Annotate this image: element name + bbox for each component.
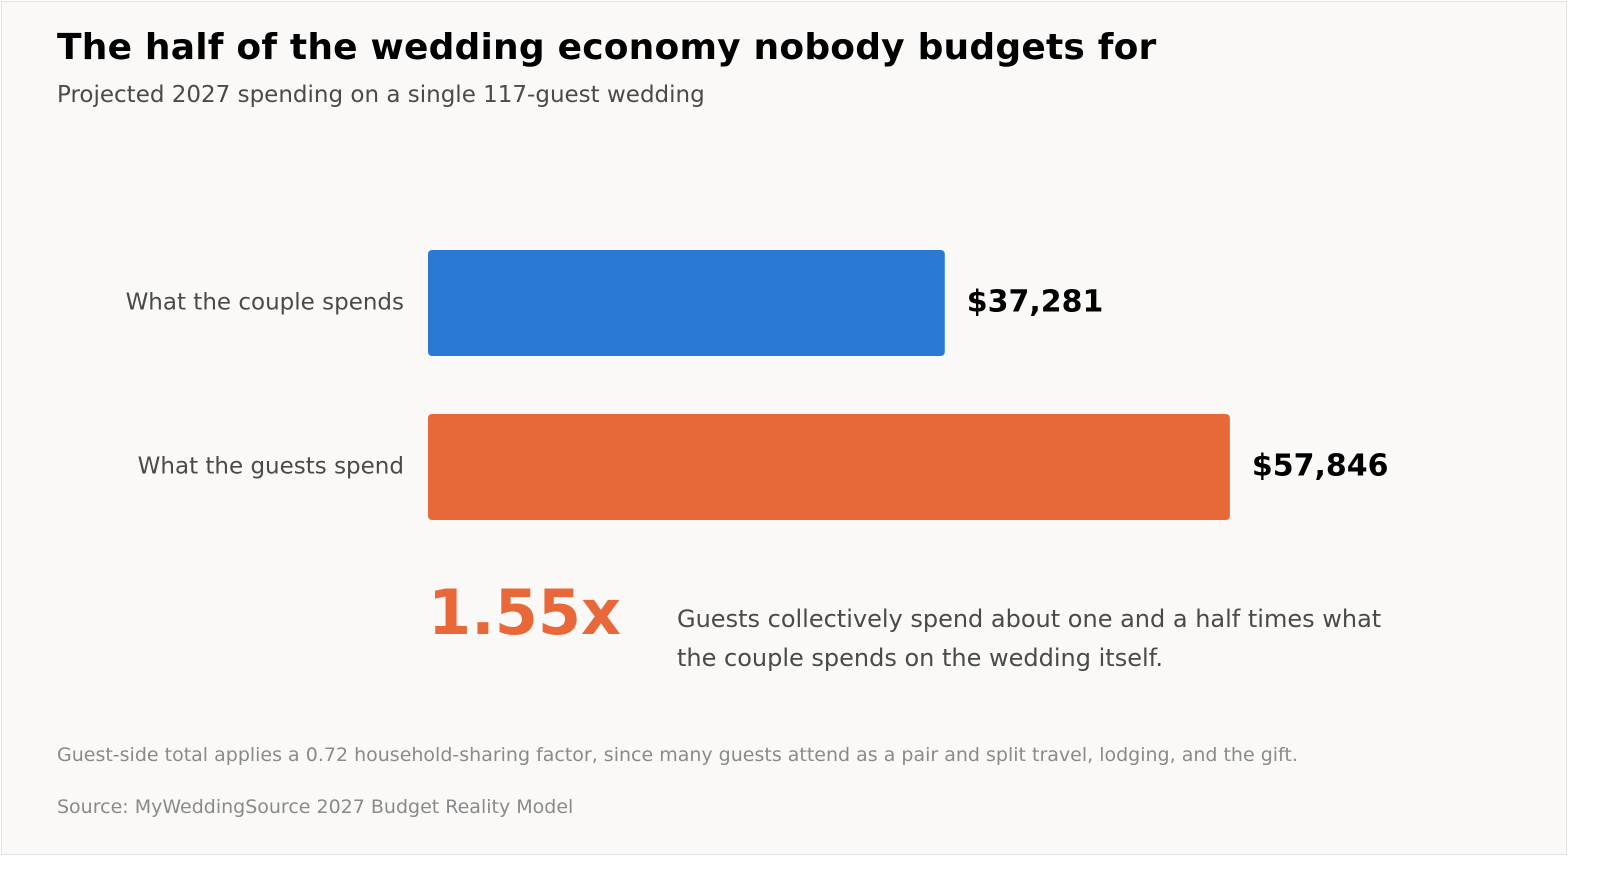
category-label-0: What the couple spends bbox=[126, 290, 404, 316]
value-label-1: $57,846 bbox=[1252, 449, 1389, 484]
ratio-callout-value: 1.55x bbox=[428, 576, 621, 649]
ratio-callout-text: Guests collectively spend about one and … bbox=[677, 605, 1382, 672]
value-label-0: $37,281 bbox=[967, 285, 1104, 320]
chart-subtitle: Projected 2027 spending on a single 117-… bbox=[57, 82, 705, 108]
source-note: Source: MyWeddingSource 2027 Budget Real… bbox=[57, 796, 574, 818]
footnote: Guest-side total applies a 0.72 househol… bbox=[57, 744, 1298, 766]
category-label-1: What the guests spend bbox=[138, 454, 404, 480]
bar-0 bbox=[428, 250, 945, 356]
chart-title: The half of the wedding economy nobody b… bbox=[57, 27, 1157, 68]
bar-1 bbox=[428, 414, 1230, 520]
